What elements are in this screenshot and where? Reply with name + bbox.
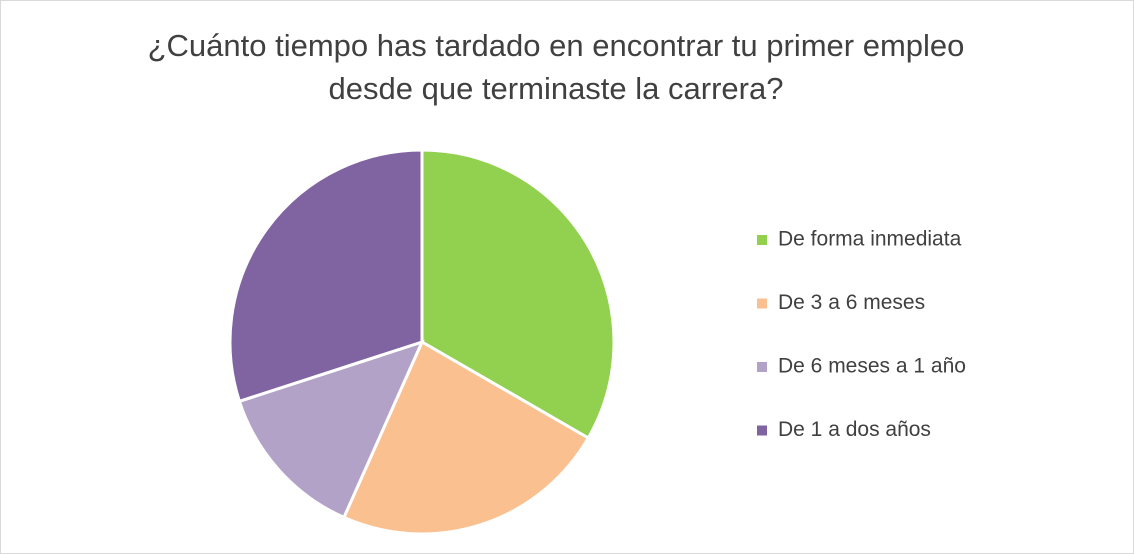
chart-title: desde que terminaste la carrera? — [329, 71, 784, 106]
legend-label: De 6 meses a 1 año — [778, 355, 966, 378]
legend-label: De forma inmediata — [778, 228, 962, 251]
legend-swatch — [757, 298, 767, 309]
legend-swatch — [757, 362, 767, 372]
pie-slice — [237, 339, 425, 520]
legend-label: De 3 a 6 meses — [778, 291, 925, 314]
chart-title: ¿Cuánto tiempo has tardado en encontrar … — [148, 28, 965, 63]
pie-slice — [420, 148, 616, 441]
pie-slice — [341, 339, 591, 536]
pie-slice — [228, 148, 424, 404]
legend-swatch — [757, 425, 767, 436]
legend-label: De 1 a dos años — [778, 418, 931, 441]
legend-swatch — [757, 235, 767, 245]
